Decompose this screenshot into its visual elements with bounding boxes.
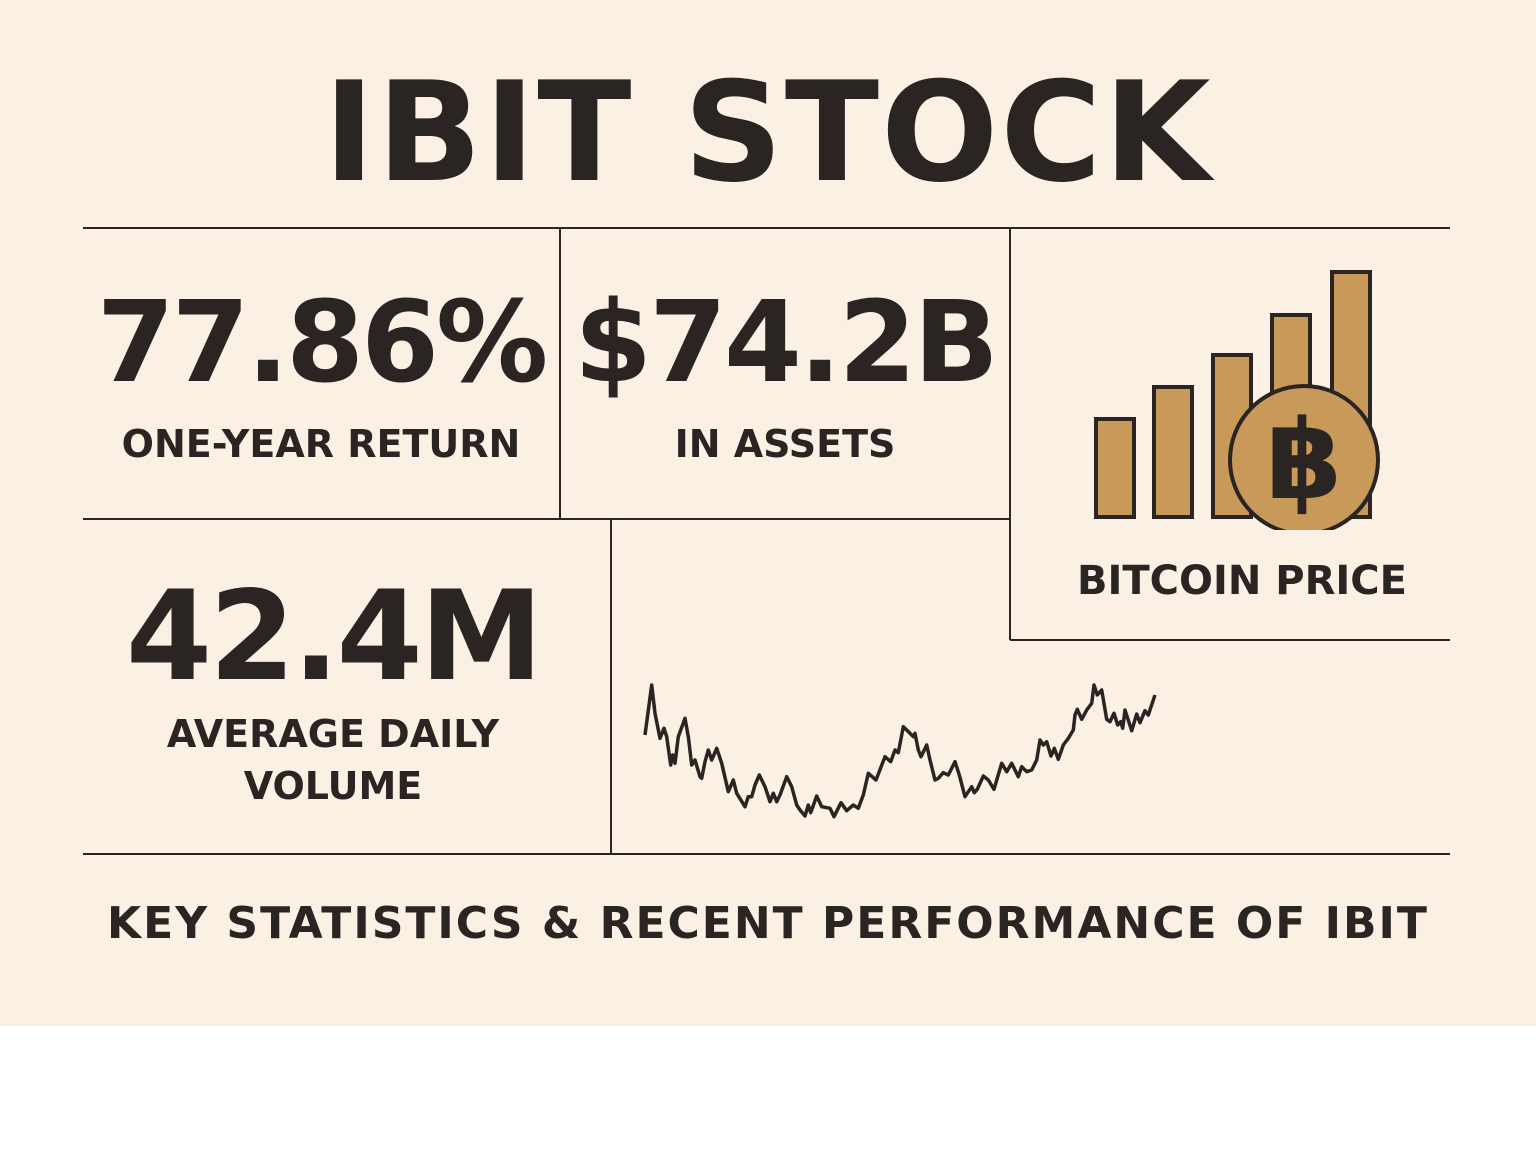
- one-year-return-value: 77.86%: [96, 278, 548, 408]
- bitcoin-price-label: BITCOIN PRICE: [1077, 558, 1407, 604]
- infographic: IBIT STOCK 77.86% ONE-YEAR RETURN $74.2B…: [0, 0, 1536, 1026]
- divider: [1009, 228, 1011, 640]
- volume-label-line1: AVERAGE DAILY: [166, 712, 500, 756]
- divider: [610, 519, 612, 854]
- bar-2: [1152, 385, 1194, 519]
- divider: [83, 853, 1450, 855]
- price-sparkline: [643, 683, 1157, 819]
- divider: [83, 518, 1010, 520]
- assets-label: IN ASSETS: [674, 422, 896, 466]
- one-year-return-label: ONE-YEAR RETURN: [121, 422, 521, 466]
- bitcoin-price-icon: ฿: [1094, 270, 1380, 530]
- sparkline-series: [643, 683, 1157, 819]
- volume-label-line2: VOLUME: [243, 764, 423, 808]
- footer-caption: KEY STATISTICS & RECENT PERFORMANCE OF I…: [107, 898, 1429, 949]
- divider: [83, 227, 1450, 229]
- bitcoin-coin-icon: [1228, 384, 1380, 530]
- page-title: IBIT STOCK: [323, 52, 1213, 213]
- volume-value: 42.4M: [125, 565, 543, 709]
- bar-1: [1094, 417, 1136, 519]
- bitcoin-symbol-icon: ฿: [1266, 396, 1343, 524]
- assets-value: $74.2B: [574, 278, 999, 408]
- divider: [559, 228, 561, 519]
- divider: [1010, 639, 1450, 641]
